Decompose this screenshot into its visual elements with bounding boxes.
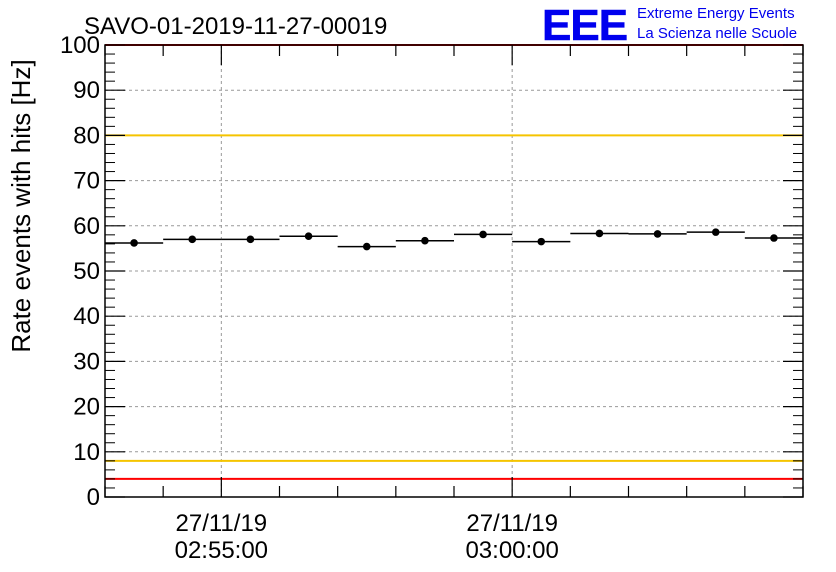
y-tick-label: 60 bbox=[73, 213, 100, 240]
grid bbox=[105, 45, 803, 497]
data-point bbox=[304, 232, 313, 240]
plot-frame bbox=[104, 44, 804, 498]
y-tick-label: 10 bbox=[73, 439, 100, 466]
data-point bbox=[362, 242, 371, 251]
eee-logo: EEE Extreme Energy Events La Scienza nel… bbox=[542, 1, 797, 51]
x-tick-label-date: 27/11/19 bbox=[176, 510, 268, 537]
data-point bbox=[130, 239, 138, 247]
series-rate bbox=[105, 228, 803, 251]
y-axis: 0 10 20 30 40 50 60 70 80 90 100 bbox=[60, 32, 803, 511]
y-tick-label: 0 bbox=[87, 484, 100, 511]
data-point bbox=[595, 229, 604, 238]
data-point bbox=[537, 237, 546, 246]
chart-title: SAVO-01-2019-11-27-00019 bbox=[84, 13, 387, 40]
y-axis-label: Rate events with hits [Hz] bbox=[6, 59, 36, 352]
y-tick-label: 20 bbox=[73, 394, 100, 421]
y-tick-label: 100 bbox=[60, 32, 100, 59]
x-tick-label-date: 27/11/19 bbox=[466, 510, 558, 537]
y-tick-label: 90 bbox=[73, 77, 100, 104]
y-tick-label: 70 bbox=[73, 168, 100, 195]
data-point bbox=[246, 235, 255, 244]
y-tick-label: 40 bbox=[73, 303, 100, 330]
data-point bbox=[711, 228, 720, 236]
data-point bbox=[770, 234, 778, 242]
eee-logo-mark: EEE bbox=[542, 1, 627, 50]
y-tick-label: 50 bbox=[73, 258, 100, 285]
eee-logo-line2: La Scienza nelle Scuole bbox=[637, 25, 797, 42]
x-tick-label-time: 03:00:00 bbox=[465, 537, 558, 564]
y-tick-label: 30 bbox=[73, 348, 100, 375]
data-point bbox=[421, 236, 429, 245]
data-point bbox=[479, 230, 487, 239]
data-point bbox=[653, 230, 662, 238]
data-point bbox=[188, 235, 197, 244]
x-tick-label-time: 02:55:00 bbox=[175, 537, 268, 564]
y-tick-label: 80 bbox=[73, 122, 100, 149]
eee-logo-line1: Extreme Energy Events bbox=[637, 5, 795, 22]
